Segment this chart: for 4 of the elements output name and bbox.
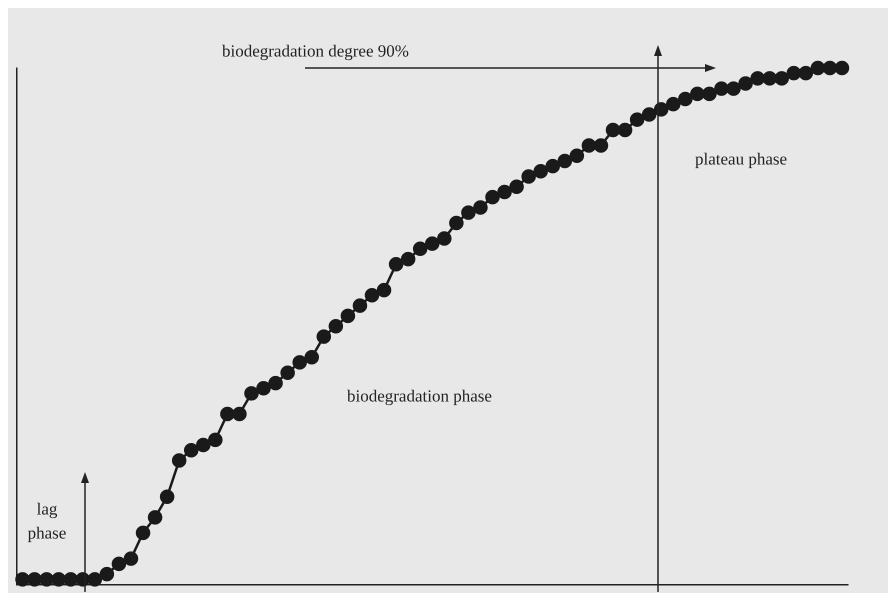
annotation: biodegradation phase: [347, 386, 492, 406]
text: biodegradation degree 90%: [222, 41, 409, 60]
annotation: plateau phase: [695, 149, 788, 168]
annotation: lag phase: [28, 499, 66, 542]
